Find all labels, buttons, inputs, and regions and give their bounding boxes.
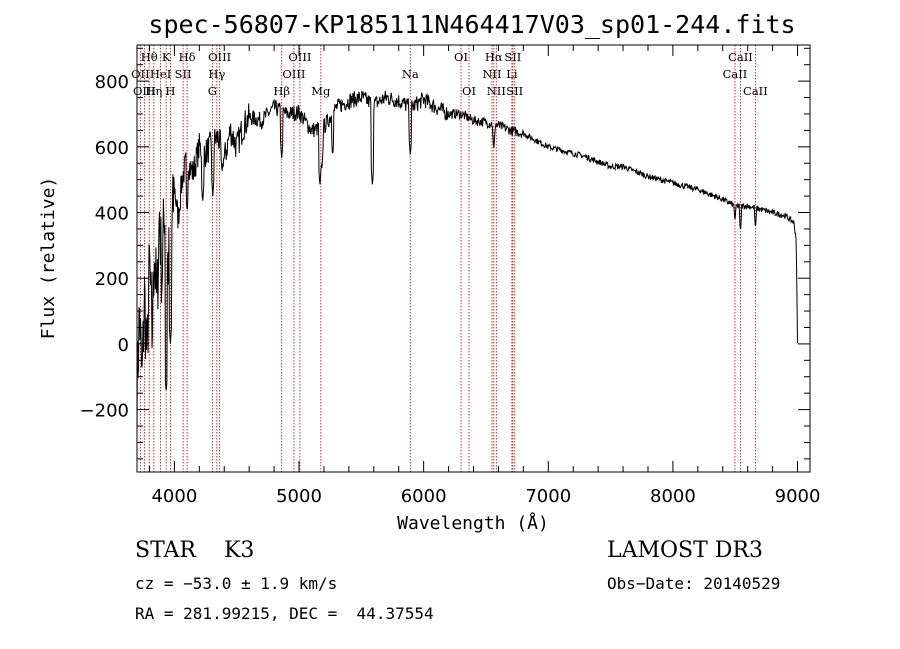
reference-line-label: OIII	[288, 50, 311, 64]
x-tick-label: 7000	[525, 486, 571, 507]
reference-line-label: CaII	[723, 67, 748, 81]
reference-line-label: Mg	[311, 84, 331, 98]
sky-coordinates: RA = 281.99215, DEC = 44.37554	[135, 604, 434, 623]
y-tick-label: 200	[95, 269, 129, 290]
reference-line-label: OII	[131, 67, 150, 81]
reference-line-label: SII	[504, 50, 521, 64]
reference-line-label: OIII	[282, 67, 305, 81]
reference-line-label: Hη	[145, 84, 162, 98]
reference-line-label: NII	[487, 84, 506, 98]
x-tick-label: 5000	[276, 486, 322, 507]
observation-date: Obs−Date: 20140529	[607, 574, 781, 593]
reference-line-label: Na	[402, 67, 419, 81]
reference-line-label: Hγ	[208, 67, 225, 81]
reference-line-label: CaII	[728, 50, 753, 64]
reference-line-label: NII	[482, 67, 501, 81]
y-axis-ticks: −200 0 200 400 600 800	[80, 47, 810, 460]
reference-line-label: Hθ	[141, 50, 158, 64]
reference-line-label: OIII	[208, 50, 231, 64]
spectrum-line	[136, 90, 798, 436]
x-tick-label: 6000	[401, 486, 447, 507]
reference-line-label: CaII	[743, 84, 768, 98]
reference-line-label: HeI	[150, 67, 171, 81]
reference-line-label: G	[208, 84, 217, 98]
reference-line-label: SII	[506, 84, 523, 98]
x-axis-ticks: 4000 5000 6000 7000 8000 9000	[148, 45, 821, 507]
redshift-velocity: cz = −53.0 ± 1.9 km/s	[135, 574, 338, 593]
reference-line-label: OIII	[133, 84, 156, 98]
x-tick-label: 9000	[775, 486, 821, 507]
y-axis-label: Flux (relative)	[38, 177, 59, 340]
y-tick-label: −200	[80, 401, 129, 422]
y-tick-label: 800	[95, 72, 129, 93]
reference-line-label: Hβ	[273, 84, 290, 98]
object-class: STAR K3	[135, 538, 255, 563]
y-tick-label: 600	[95, 138, 129, 159]
reference-lines	[139, 45, 756, 472]
reference-line-label: H	[165, 84, 175, 98]
reference-line-label: Hδ	[179, 50, 196, 64]
reference-line-label: K	[162, 50, 171, 64]
y-tick-label: 400	[95, 204, 129, 225]
reference-line-label: SII	[175, 67, 192, 81]
reference-line-label: Hα	[485, 50, 503, 64]
reference-line-label: OI	[454, 50, 468, 64]
survey-name: LAMOST DR3	[607, 538, 763, 563]
chart-title: spec-56807-KP185111N464417V03_sp01-244.f…	[148, 10, 795, 39]
reference-line-label: OI	[462, 84, 476, 98]
x-tick-label: 4000	[151, 486, 197, 507]
x-tick-label: 8000	[650, 486, 696, 507]
reference-line-label: Li	[506, 67, 518, 81]
y-tick-label: 0	[118, 335, 129, 356]
plot-frame	[136, 44, 811, 473]
x-axis-label: Wavelength (Å)	[397, 512, 549, 534]
